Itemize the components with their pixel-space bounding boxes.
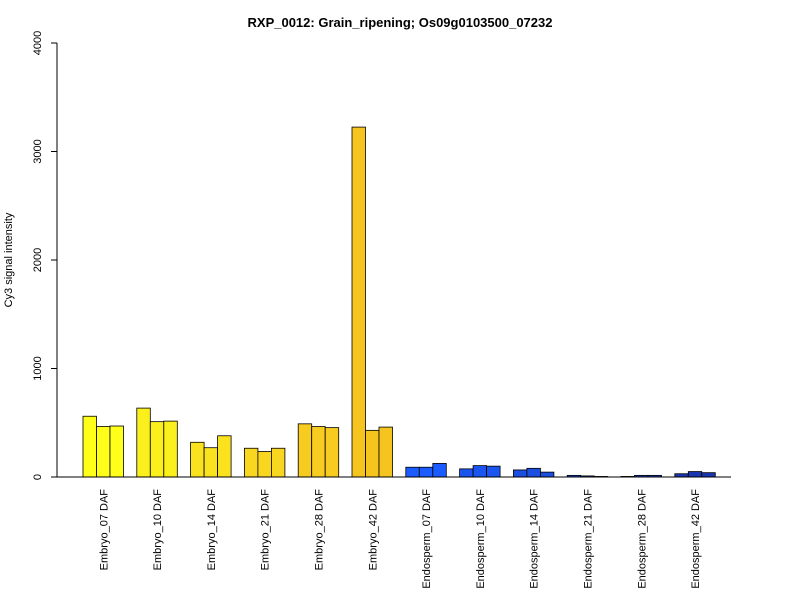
y-tick-label: 0 (32, 474, 44, 480)
x-tick-label: Endosperm_07 DAF (421, 489, 433, 589)
bar (432, 463, 447, 478)
x-tick-label: Endosperm_14 DAF (529, 489, 541, 589)
bar (136, 407, 151, 478)
bar (163, 420, 178, 478)
x-tick-label: Endosperm_28 DAF (636, 489, 648, 589)
x-tick-label: Embryo_14 DAF (206, 489, 218, 571)
x-tick-label: Embryo_42 DAF (367, 489, 379, 571)
y-tick-label: 1000 (32, 356, 44, 380)
x-tick-label: Embryo_28 DAF (313, 489, 325, 571)
bar (149, 421, 165, 478)
bar (472, 465, 488, 478)
bar (190, 441, 205, 478)
bar (324, 427, 340, 478)
bar (418, 466, 434, 478)
y-tick-label: 2000 (32, 248, 44, 272)
bars (82, 126, 716, 478)
x-tick-label: Embryo_07 DAF (98, 489, 110, 571)
x-tick-label: Endosperm_42 DAF (690, 489, 702, 589)
bar (96, 426, 111, 478)
bar (351, 126, 366, 478)
x-tick-label: Embryo_10 DAF (152, 489, 164, 571)
bar (257, 451, 272, 478)
bar (540, 471, 555, 478)
bar (701, 472, 716, 478)
bar (82, 415, 97, 478)
x-axis: Embryo_07 DAF Embryo_10 DAF Embryo_14 DAF E… (57, 476, 731, 589)
bar (311, 426, 326, 478)
chart-title: RXP_0012: Grain_ripening; Os09g0103500_0… (248, 15, 553, 30)
bar (405, 466, 420, 478)
bar (297, 423, 313, 478)
y-tick-label: 4000 (32, 31, 44, 55)
bar (365, 429, 380, 478)
bar (109, 425, 124, 478)
x-tick-label: Endosperm_10 DAF (475, 489, 487, 589)
y-axis: 0 1000 2000 3000 4000 (32, 31, 58, 480)
y-axis-label: Cy3 signal intensity (3, 212, 15, 307)
bar (378, 426, 393, 478)
x-tick-label: Embryo_21 DAF (260, 489, 272, 571)
y-tick-label: 3000 (32, 139, 44, 163)
bar (243, 447, 259, 478)
bar (459, 468, 474, 478)
x-tick-label: Endosperm_21 DAF (582, 489, 594, 589)
bar (217, 435, 232, 478)
bar (486, 465, 501, 478)
bar (203, 447, 219, 478)
bar (513, 469, 528, 478)
bar (270, 447, 286, 478)
bar (526, 467, 541, 478)
bar (687, 471, 703, 478)
